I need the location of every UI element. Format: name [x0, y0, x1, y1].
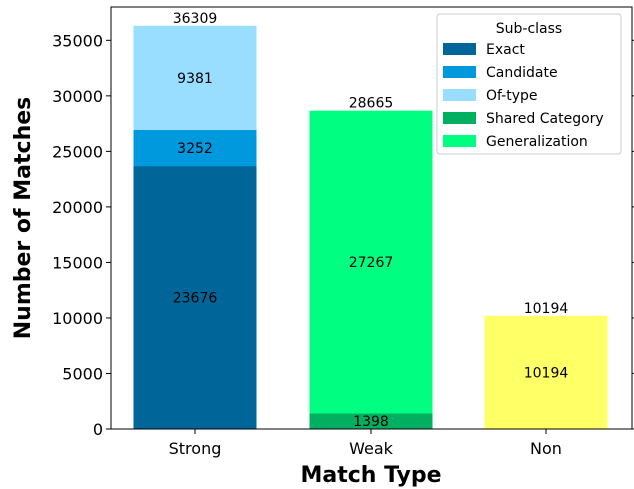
x-tick-label-weak: Weak [349, 439, 394, 458]
bar-segment-shared-category [309, 413, 433, 429]
y-axis: 0 5000 10000 15000 20000 25000 30000 35000 [52, 31, 634, 439]
data-label-non: 10194 [524, 365, 569, 381]
data-label-of-type: 9381 [177, 71, 213, 87]
y-tick-label: 0 [93, 420, 103, 439]
y-tick-label: 5000 [62, 364, 103, 383]
legend: Sub-class Exact Candidate Of-type Shared Ca… [436, 13, 622, 155]
legend-label-of-type: Of-type [486, 88, 538, 104]
y-axis-title: Number of Matches [11, 97, 36, 340]
bar-segment-candidate [133, 129, 257, 167]
segment-labels-layer: 23676 3252 9381 1398 27267 10194 [173, 71, 569, 430]
bar-segment-of-type [133, 25, 257, 130]
y-tick-label: 10000 [52, 309, 103, 328]
data-label-candidate: 3252 [177, 141, 213, 157]
data-label-shared-category: 1398 [353, 414, 389, 430]
bar-segment-exact [133, 166, 257, 430]
total-label-non: 10194 [524, 301, 569, 317]
legend-box [436, 13, 622, 155]
total-labels-layer: 36309 28665 10194 [173, 11, 569, 317]
y-tick-label: 25000 [52, 142, 103, 161]
legend-swatch-shared-category [443, 112, 476, 124]
bars-layer [133, 25, 608, 430]
legend-label-generalization: Generalization [486, 134, 588, 150]
y-tick-label: 35000 [52, 31, 103, 50]
total-label-strong: 36309 [173, 11, 218, 27]
x-axis: Strong Weak Non [169, 429, 562, 458]
legend-swatch-candidate [443, 66, 476, 78]
legend-title: Sub-class [496, 21, 562, 37]
legend-label-exact: Exact [486, 42, 525, 58]
legend-swatch-generalization [443, 135, 476, 147]
x-tick-label-non: Non [530, 439, 562, 458]
data-label-exact: 23676 [173, 291, 218, 307]
y-tick-label: 20000 [52, 198, 103, 217]
legend-label-candidate: Candidate [486, 65, 558, 81]
legend-swatch-of-type [443, 89, 476, 101]
y-tick-label: 30000 [52, 87, 103, 106]
bar-segment-non [484, 315, 608, 429]
bar-segment-generalization [309, 110, 433, 414]
legend-label-shared-category: Shared Category [486, 111, 604, 127]
x-axis-title: Match Type [300, 463, 441, 488]
x-tick-label-strong: Strong [169, 439, 222, 458]
data-label-generalization: 27267 [349, 255, 394, 271]
total-label-weak: 28665 [349, 96, 394, 112]
legend-items: Exact Candidate Of-type Shared Category Gene… [443, 42, 604, 150]
y-tick-label: 15000 [52, 253, 103, 272]
legend-swatch-exact [443, 43, 476, 55]
